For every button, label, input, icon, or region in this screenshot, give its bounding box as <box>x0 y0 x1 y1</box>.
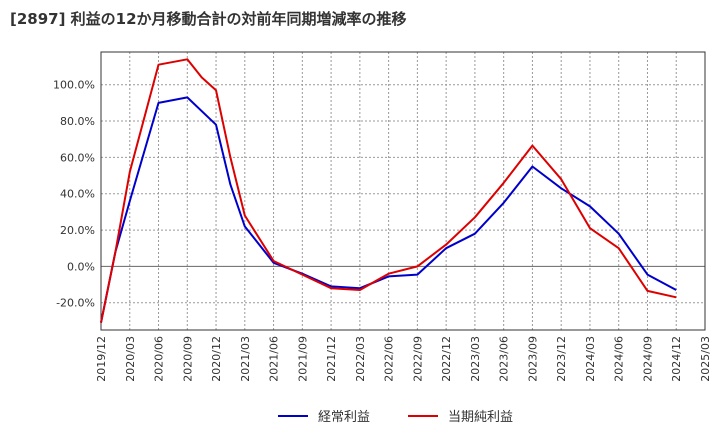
y-tick-label: 80.0% <box>60 115 95 128</box>
x-tick-label: 2022/09 <box>411 336 424 382</box>
x-axis-ticks: 2019/12 2020/03 2020/06 2020/09 2020/12 2021/… <box>95 336 712 382</box>
chart-title: [2897] 利益の12か月移動合計の対前年同期増減率の推移 <box>10 10 407 28</box>
x-tick-label: 2024/03 <box>584 336 597 382</box>
y-tick-label: 60.0% <box>60 151 95 164</box>
x-tick-label: 2020/06 <box>153 336 166 382</box>
x-tick-label: 2020/03 <box>124 336 137 382</box>
x-tick-label: 2024/12 <box>670 336 683 382</box>
axes-layer <box>100 51 706 331</box>
legend: 経常利益 当期純利益 <box>278 410 513 425</box>
y-tick-label: -20.0% <box>56 297 95 310</box>
x-tick-label: 2023/06 <box>498 336 511 382</box>
x-tick-label: 2025/03 <box>699 336 712 382</box>
x-tick-label: 2024/09 <box>641 336 654 382</box>
x-tick-label: 2021/09 <box>296 336 309 382</box>
x-tick-label: 2021/06 <box>268 336 281 382</box>
x-tick-label: 2019/12 <box>95 336 108 382</box>
y-tick-label: 100.0% <box>53 79 95 92</box>
x-tick-label: 2023/09 <box>526 336 539 382</box>
x-tick-label: 2023/12 <box>555 336 568 382</box>
x-tick-label: 2022/06 <box>383 336 396 382</box>
x-tick-label: 2021/03 <box>239 336 252 382</box>
x-tick-label: 2022/12 <box>440 336 453 382</box>
y-tick-label: 20.0% <box>60 224 95 237</box>
x-tick-label: 2020/12 <box>210 336 223 382</box>
grid-layer <box>100 52 706 330</box>
y-axis-ticks: -20.0% 0.0% 20.0% 40.0% 60.0% 80.0% 100.0% <box>53 79 95 310</box>
legend-label: 当期純利益 <box>448 410 513 425</box>
x-tick-label: 2023/03 <box>469 336 482 382</box>
x-tick-label: 2022/03 <box>354 336 367 382</box>
legend-label: 経常利益 <box>318 410 370 425</box>
y-tick-label: 0.0% <box>67 260 95 273</box>
series-layer <box>100 58 677 323</box>
x-tick-label: 2020/09 <box>181 336 194 382</box>
series-line-net-income <box>100 58 677 323</box>
x-tick-label: 2024/06 <box>613 336 626 382</box>
x-tick-label: 2021/12 <box>325 336 338 382</box>
y-tick-label: 40.0% <box>60 188 95 201</box>
plot-frame <box>100 51 706 331</box>
